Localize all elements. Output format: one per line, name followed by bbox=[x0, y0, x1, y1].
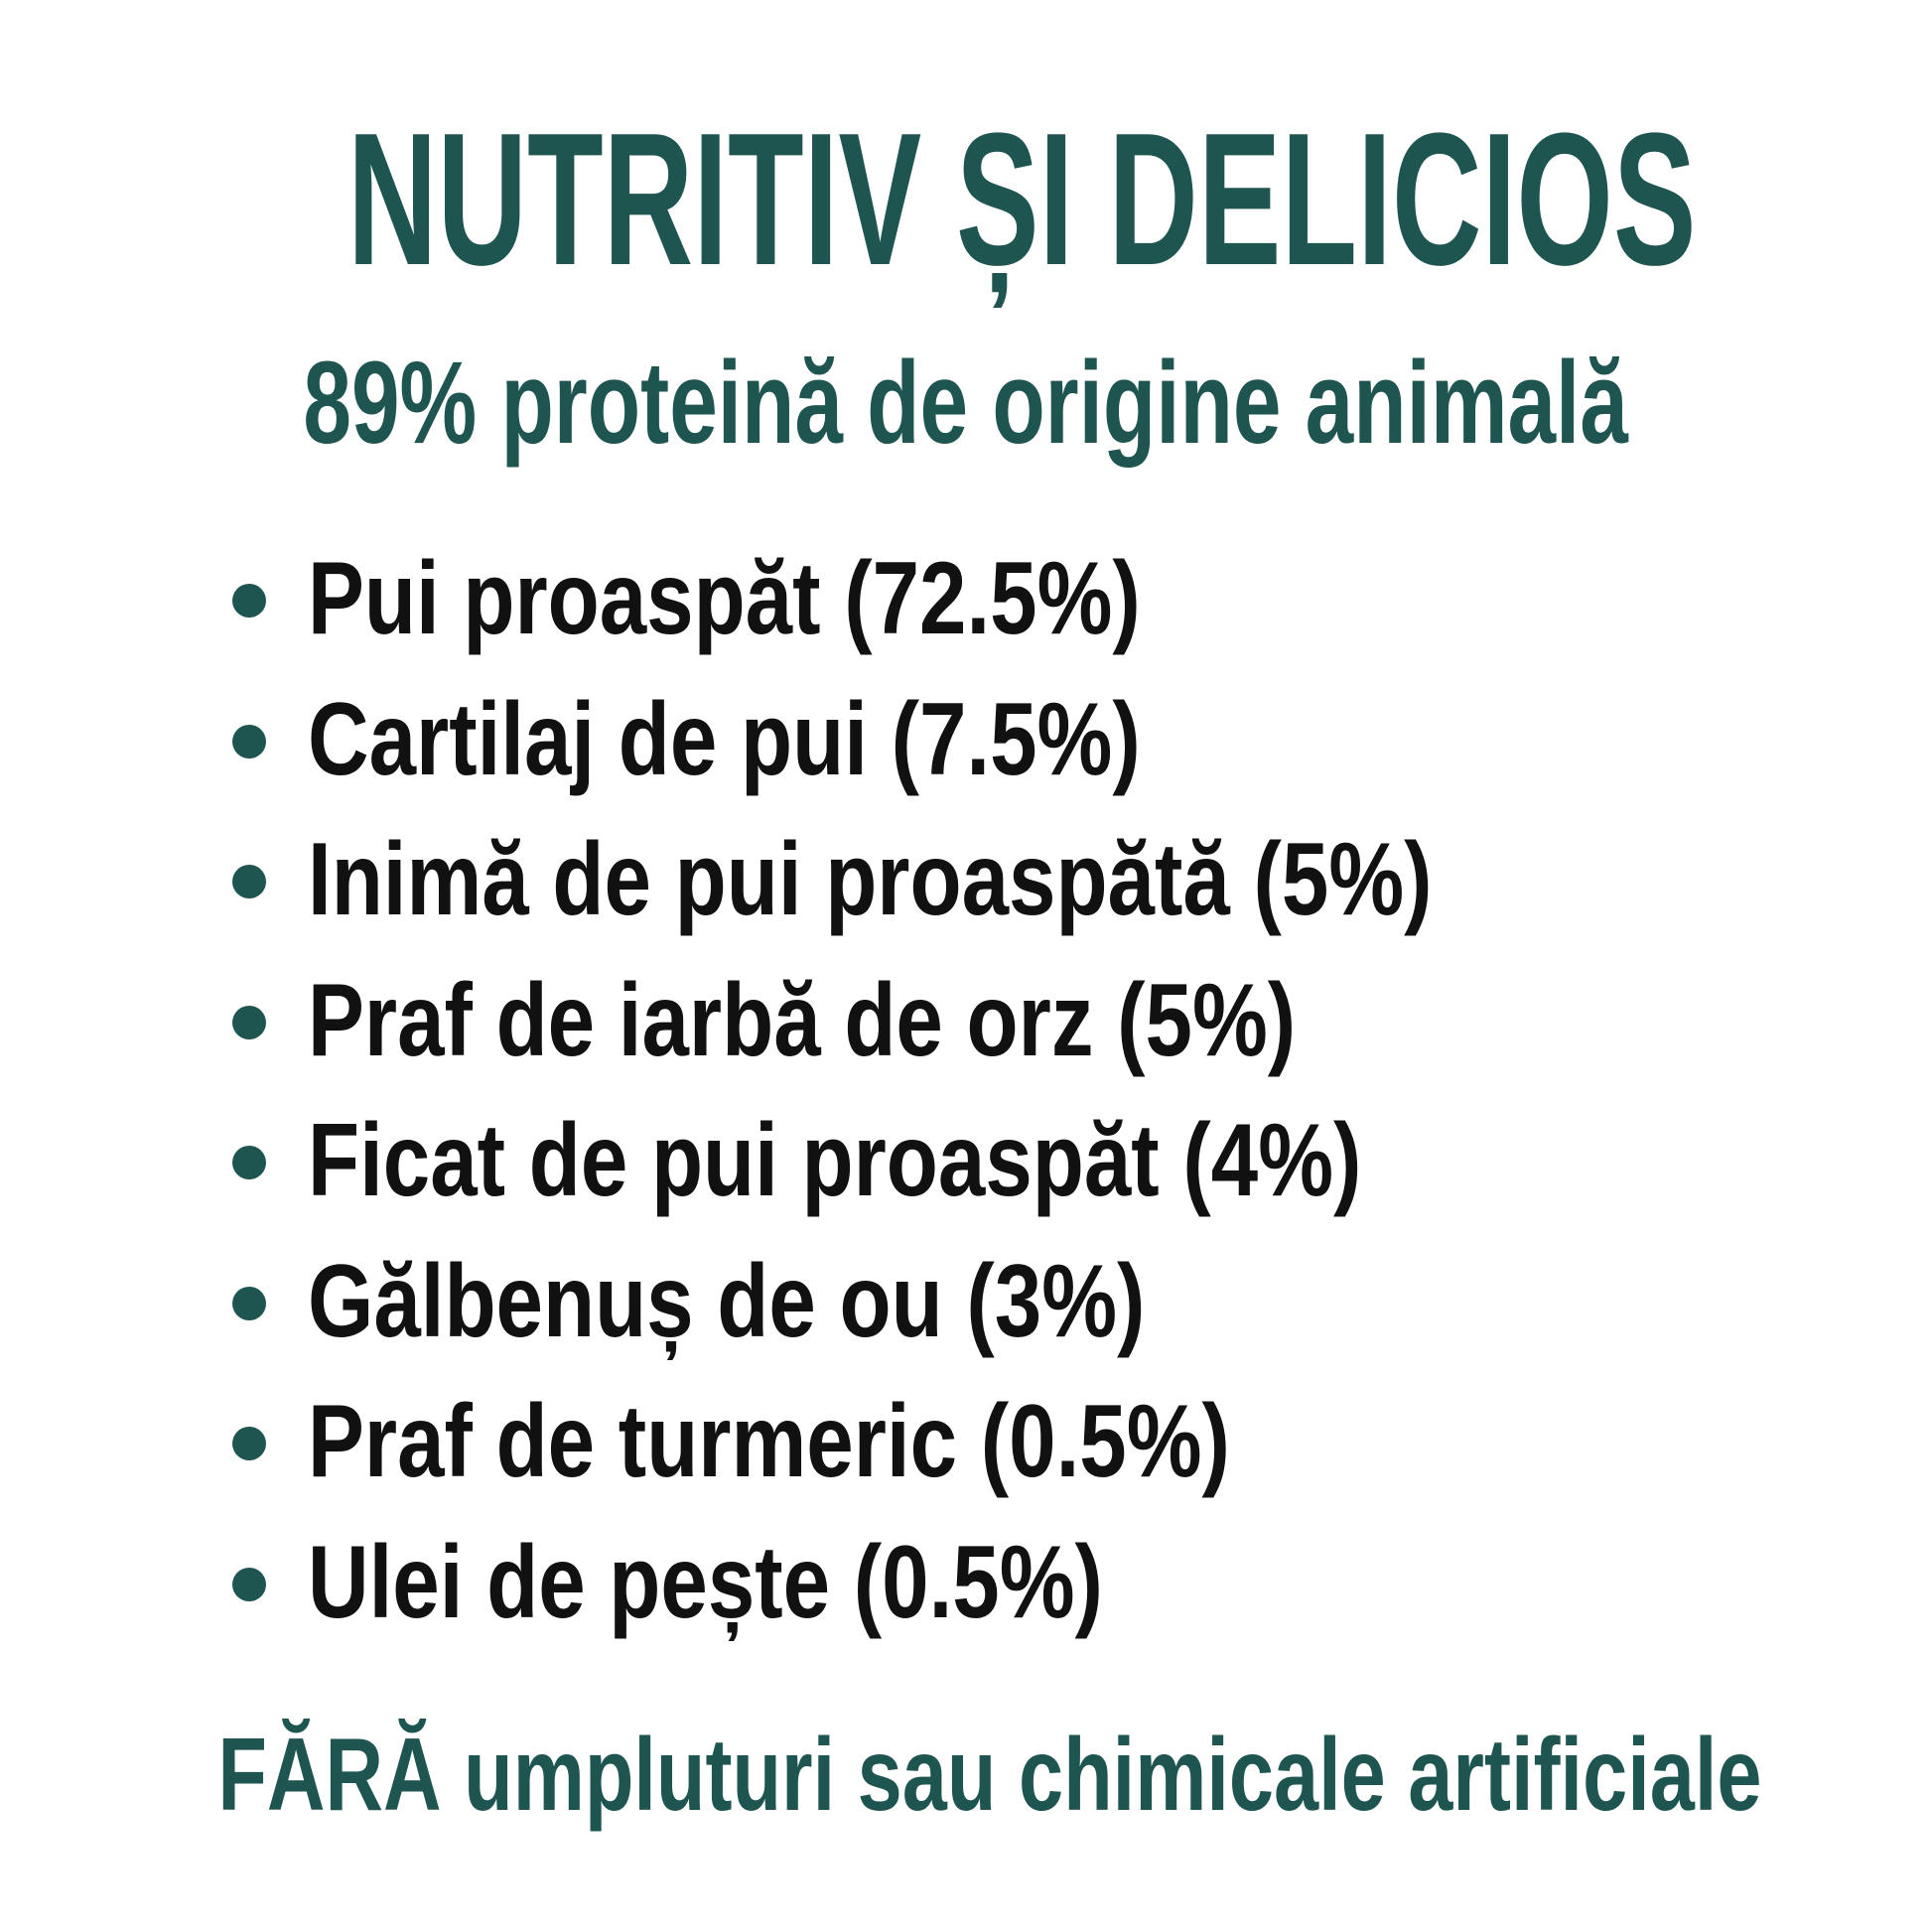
list-item: Ficat de pui proaspăt (4%) bbox=[0, 1109, 1932, 1228]
bullet-icon bbox=[232, 1567, 266, 1601]
ingredient-label: Ficat de pui proaspăt (4%) bbox=[308, 1103, 1362, 1218]
list-item: Ulei de pește (0.5%) bbox=[0, 1531, 1932, 1650]
page-title: NUTRITIV ȘI DELICIOS bbox=[0, 105, 1932, 294]
bullet-icon bbox=[232, 1005, 266, 1039]
ingredient-label: Ulei de pește (0.5%) bbox=[308, 1524, 1103, 1640]
bullet-icon bbox=[232, 724, 266, 759]
bullet-icon bbox=[232, 865, 266, 898]
bullet-icon bbox=[232, 584, 266, 618]
list-item: Pui proaspăt (72.5%) bbox=[0, 547, 1932, 666]
list-item: Praf de iarbă de orz (5%) bbox=[0, 969, 1932, 1088]
list-item: Gălbenuș de ou (3%) bbox=[0, 1250, 1932, 1369]
bullet-icon bbox=[232, 1427, 266, 1460]
ingredient-label: Cartilaj de pui (7.5%) bbox=[308, 681, 1141, 797]
ingredient-label: Gălbenuș de ou (3%) bbox=[308, 1243, 1146, 1359]
ingredient-label: Praf de turmeric (0.5%) bbox=[308, 1384, 1230, 1499]
footer-tagline: FĂRĂ umpluturi sau chimicale artificiale bbox=[0, 1724, 1932, 1827]
bullet-icon bbox=[232, 1286, 266, 1320]
ingredient-label: Pui proaspăt (72.5%) bbox=[308, 541, 1141, 656]
subtitle-text: 89% proteină de origine animală bbox=[303, 338, 1629, 469]
ingredient-label: Inimă de pui proaspătă (5%) bbox=[308, 822, 1433, 937]
bullet-icon bbox=[232, 1146, 266, 1179]
subtitle: 89% proteină de origine animală bbox=[0, 345, 1932, 462]
title-text: NUTRITIV ȘI DELICIOS bbox=[346, 94, 1697, 305]
list-item: Inimă de pui proaspătă (5%) bbox=[0, 828, 1932, 947]
ingredient-label: Praf de iarbă de orz (5%) bbox=[308, 962, 1297, 1078]
list-item: Cartilaj de pui (7.5%) bbox=[0, 688, 1932, 807]
list-item: Praf de turmeric (0.5%) bbox=[0, 1390, 1932, 1509]
footer-text: FĂRĂ umpluturi sau chimicale artificiale bbox=[217, 1718, 1762, 1833]
